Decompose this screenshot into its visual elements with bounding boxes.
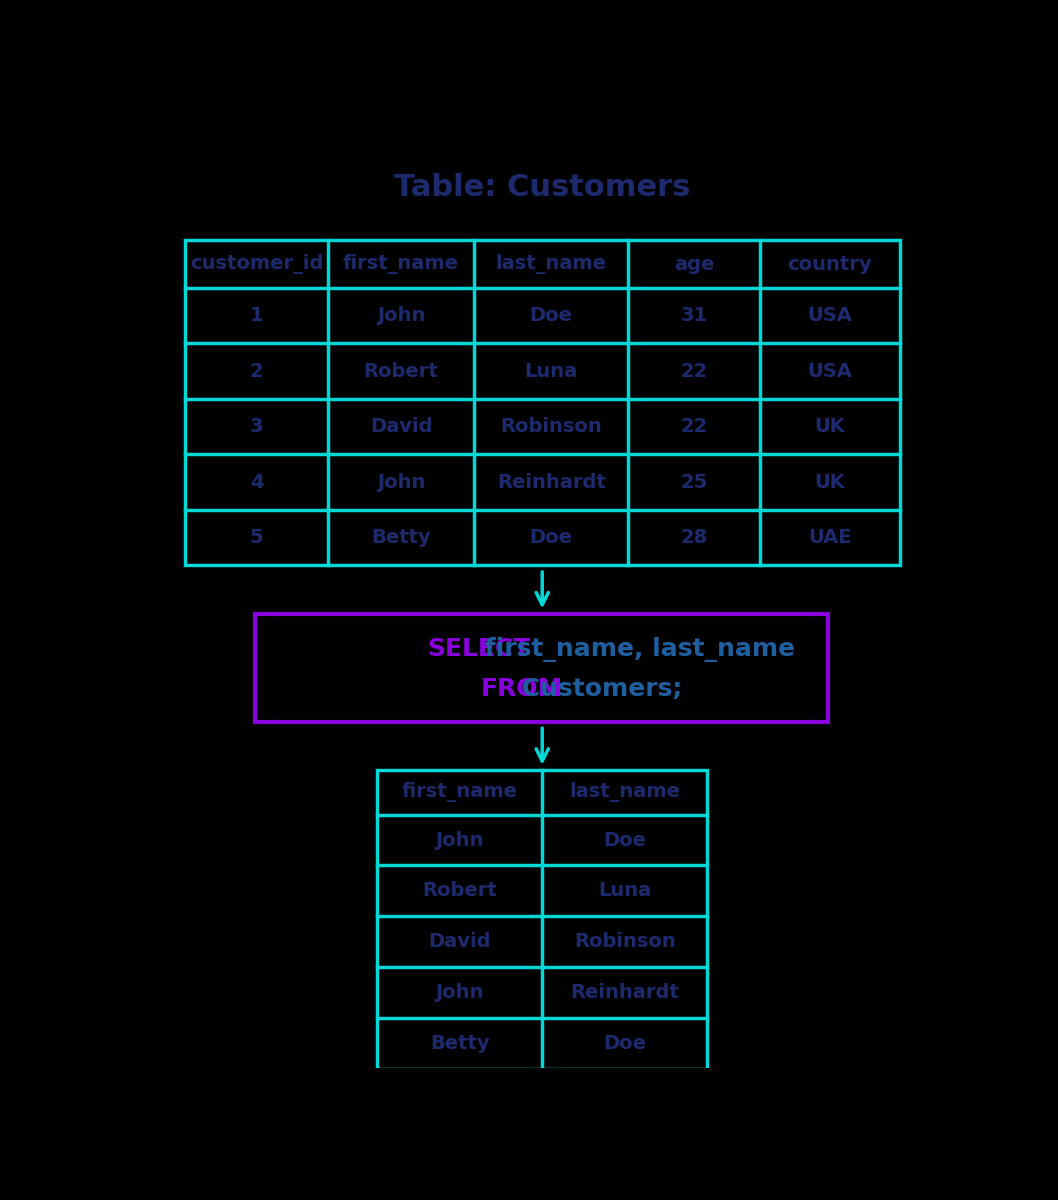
Text: 3: 3 [250, 418, 263, 436]
Text: 25: 25 [680, 473, 708, 492]
Text: 22: 22 [680, 361, 708, 380]
Text: last_name: last_name [495, 254, 606, 274]
Text: USA: USA [807, 361, 853, 380]
Bar [255, 613, 828, 721]
Text: UK: UK [815, 418, 845, 436]
Text: UAE: UAE [808, 528, 852, 547]
Text: Betty: Betty [371, 528, 431, 547]
Text: John: John [377, 473, 425, 492]
Text: 5: 5 [250, 528, 263, 547]
Text: Luna: Luna [598, 881, 652, 900]
Bar [185, 240, 899, 565]
Text: 28: 28 [680, 528, 708, 547]
Text: first_name: first_name [343, 254, 459, 274]
Text: Luna: Luna [525, 361, 578, 380]
Text: Doe: Doe [603, 1034, 646, 1052]
Text: country: country [787, 254, 872, 274]
Text: Robert: Robert [422, 881, 497, 900]
Text: Table: Customers: Table: Customers [394, 173, 691, 203]
Text: SELECT: SELECT [427, 637, 531, 661]
Text: Reinhardt: Reinhardt [570, 983, 679, 1002]
Text: Doe: Doe [530, 306, 572, 325]
Text: FROM: FROM [480, 677, 563, 701]
Text: Betty: Betty [430, 1034, 490, 1052]
Text: Reinhardt: Reinhardt [497, 473, 605, 492]
Text: Robinson: Robinson [500, 418, 602, 436]
Text: Doe: Doe [530, 528, 572, 547]
Text: David: David [428, 932, 491, 952]
Text: first_name, last_name: first_name, last_name [476, 637, 796, 661]
Text: USA: USA [807, 306, 853, 325]
Text: 4: 4 [250, 473, 263, 492]
Text: Robert: Robert [364, 361, 438, 380]
Text: first_name: first_name [402, 782, 517, 803]
Text: John: John [436, 830, 484, 850]
Text: 1: 1 [250, 306, 263, 325]
Text: John: John [377, 306, 425, 325]
Text: 2: 2 [250, 361, 263, 380]
Text: Robinson: Robinson [573, 932, 676, 952]
Text: John: John [436, 983, 484, 1002]
Text: Doe: Doe [603, 830, 646, 850]
Bar [377, 770, 708, 1069]
Text: UK: UK [815, 473, 845, 492]
Text: 31: 31 [680, 306, 708, 325]
Text: David: David [370, 418, 433, 436]
Text: 22: 22 [680, 418, 708, 436]
Text: customer_id: customer_id [189, 254, 323, 274]
Text: age: age [674, 254, 714, 274]
Text: Customers;: Customers; [513, 677, 682, 701]
Text: last_name: last_name [569, 782, 680, 803]
